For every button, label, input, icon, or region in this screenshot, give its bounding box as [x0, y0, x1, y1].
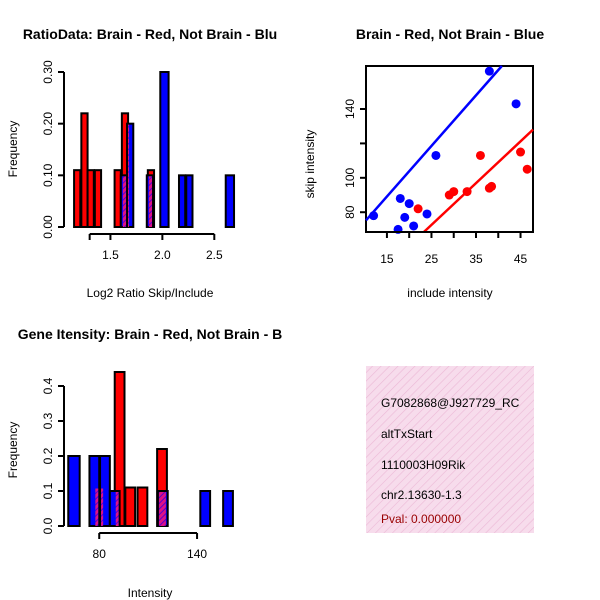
overlap-bar [158, 492, 166, 526]
ratio-histogram: RatioData: Brain - Red, Not Brain - Blu … [6, 26, 277, 300]
not-brain-point [422, 209, 432, 219]
brain-point [413, 204, 423, 214]
x-axis-label: Intensity [128, 586, 173, 600]
x-tick-label: 1.5 [102, 248, 119, 262]
not-brain-bar [185, 174, 194, 228]
not-brain-bar [224, 174, 236, 228]
brain-bar [124, 486, 137, 527]
brain-bar [136, 486, 149, 527]
y-tick-label: 0.2 [41, 447, 55, 464]
p-value: Pval: 0.000000 [381, 512, 461, 526]
brain-point [522, 164, 532, 174]
overlap-bar [128, 124, 130, 227]
overlap-bar [95, 488, 99, 526]
x-tick-label: 2.0 [154, 248, 171, 262]
y-tick-label: 0.4 [41, 377, 55, 394]
x-axis-label: Log2 Ratio Skip/Include [87, 286, 214, 300]
not-brain-bar [67, 455, 81, 527]
not-brain-bar [159, 71, 170, 228]
y-tick-label: 140 [343, 99, 357, 119]
y-tick-label: 80 [343, 205, 357, 219]
not-brain-bar [126, 122, 135, 228]
not-brain-point [369, 211, 379, 221]
not-brain-point [409, 221, 419, 231]
y-tick-label: 0.10 [41, 163, 55, 187]
y-axis-label: Frequency [6, 121, 20, 178]
not-brain-bar [199, 490, 212, 527]
x-tick-label: 80 [93, 547, 107, 561]
x-tick-label: 15 [380, 252, 394, 266]
intensity-scatter: Brain - Red, Not Brain - Blue skip inten… [303, 26, 544, 300]
y-tick-label: 0.30 [41, 60, 55, 84]
brain-fit-line [423, 128, 534, 233]
brain-point [487, 181, 497, 191]
overlap-bar [148, 176, 153, 227]
event-type: altTxStart [381, 427, 433, 441]
gene-name: 1110003H09Rik [381, 458, 466, 472]
gene-intensity-histogram: Gene Itensity: Brain - Red, Not Brain - … [6, 326, 282, 600]
x-tick-label: 35 [469, 252, 483, 266]
brain-point [449, 187, 459, 197]
y-tick-label: 0.00 [41, 215, 55, 239]
y-tick-label: 0.20 [41, 112, 55, 136]
not-brain-fit-line [365, 65, 503, 222]
chart-title: Gene Itensity: Brain - Red, Not Brain - … [18, 326, 282, 342]
brain-bar [73, 169, 82, 229]
brain-bar [93, 169, 103, 229]
y-tick-label: 0.3 [41, 412, 55, 429]
brain-point [462, 187, 472, 197]
y-tick-label: 0.1 [41, 482, 55, 499]
brain-point [475, 150, 485, 160]
not-brain-point [484, 66, 494, 76]
event-id: G7082868@J927729_RC [381, 396, 520, 410]
brain-bar [86, 169, 95, 229]
info-panel-background [366, 366, 534, 533]
y-tick-label: 100 [343, 167, 357, 187]
brain-point [516, 147, 526, 157]
info-panel: G7082868@J927729_RC altTxStart 1110003H0… [366, 366, 534, 533]
not-brain-point [404, 199, 414, 209]
not-brain-point [431, 150, 441, 160]
x-tick-label: 45 [514, 252, 528, 266]
not-brain-point [395, 193, 405, 203]
not-brain-bar [108, 490, 121, 527]
chart-title: RatioData: Brain - Red, Not Brain - Blu [23, 26, 277, 42]
chart-title: Brain - Red, Not Brain - Blue [356, 26, 544, 42]
y-axis-label: skip intensity [303, 130, 317, 199]
x-axis-label: include intensity [407, 286, 492, 300]
x-tick-label: 140 [187, 547, 207, 561]
y-tick-label: 0.0 [41, 517, 55, 534]
overlap-bar [115, 492, 119, 526]
not-brain-point [400, 212, 410, 222]
y-axis-label: Frequency [6, 422, 20, 479]
location: chr2.13630-1.3 [381, 488, 462, 502]
not-brain-bar [222, 490, 234, 527]
not-brain-bar [177, 174, 187, 228]
overlap-bar [101, 488, 104, 526]
x-tick-label: 2.5 [206, 248, 223, 262]
not-brain-point [511, 99, 521, 109]
overlap-bar [122, 176, 127, 227]
x-tick-label: 25 [425, 252, 439, 266]
